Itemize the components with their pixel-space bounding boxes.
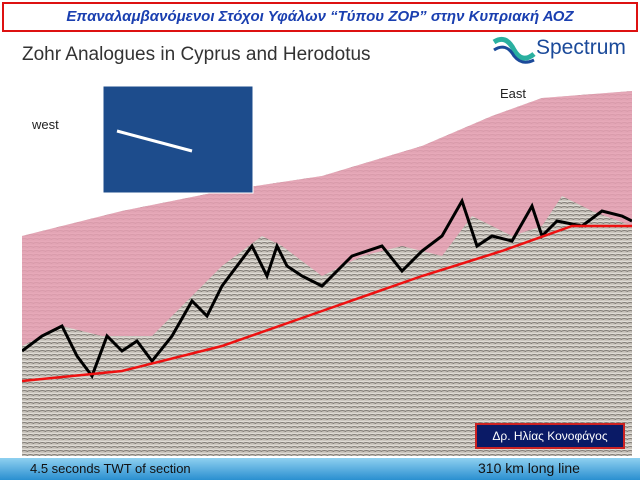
footer-bar [0, 458, 640, 480]
west-label: west [31, 117, 59, 132]
heading: Zohr Analogues in Cyprus and Herodotus [22, 44, 371, 65]
seismic-section: west East [22, 86, 632, 456]
logo-icon [492, 36, 536, 64]
title-bar: Επαναλαμβανόμενοι Στόχοι Υφάλων “Τύπου Ζ… [2, 2, 638, 32]
east-label: East [500, 86, 526, 101]
footer-right: 310 km long line [478, 460, 580, 476]
footer-left: 4.5 seconds TWT of section [30, 461, 191, 476]
logo-text: Spectrum [536, 36, 626, 59]
author-box: Δρ. Ηλίας Κονοφάγος [475, 423, 625, 449]
